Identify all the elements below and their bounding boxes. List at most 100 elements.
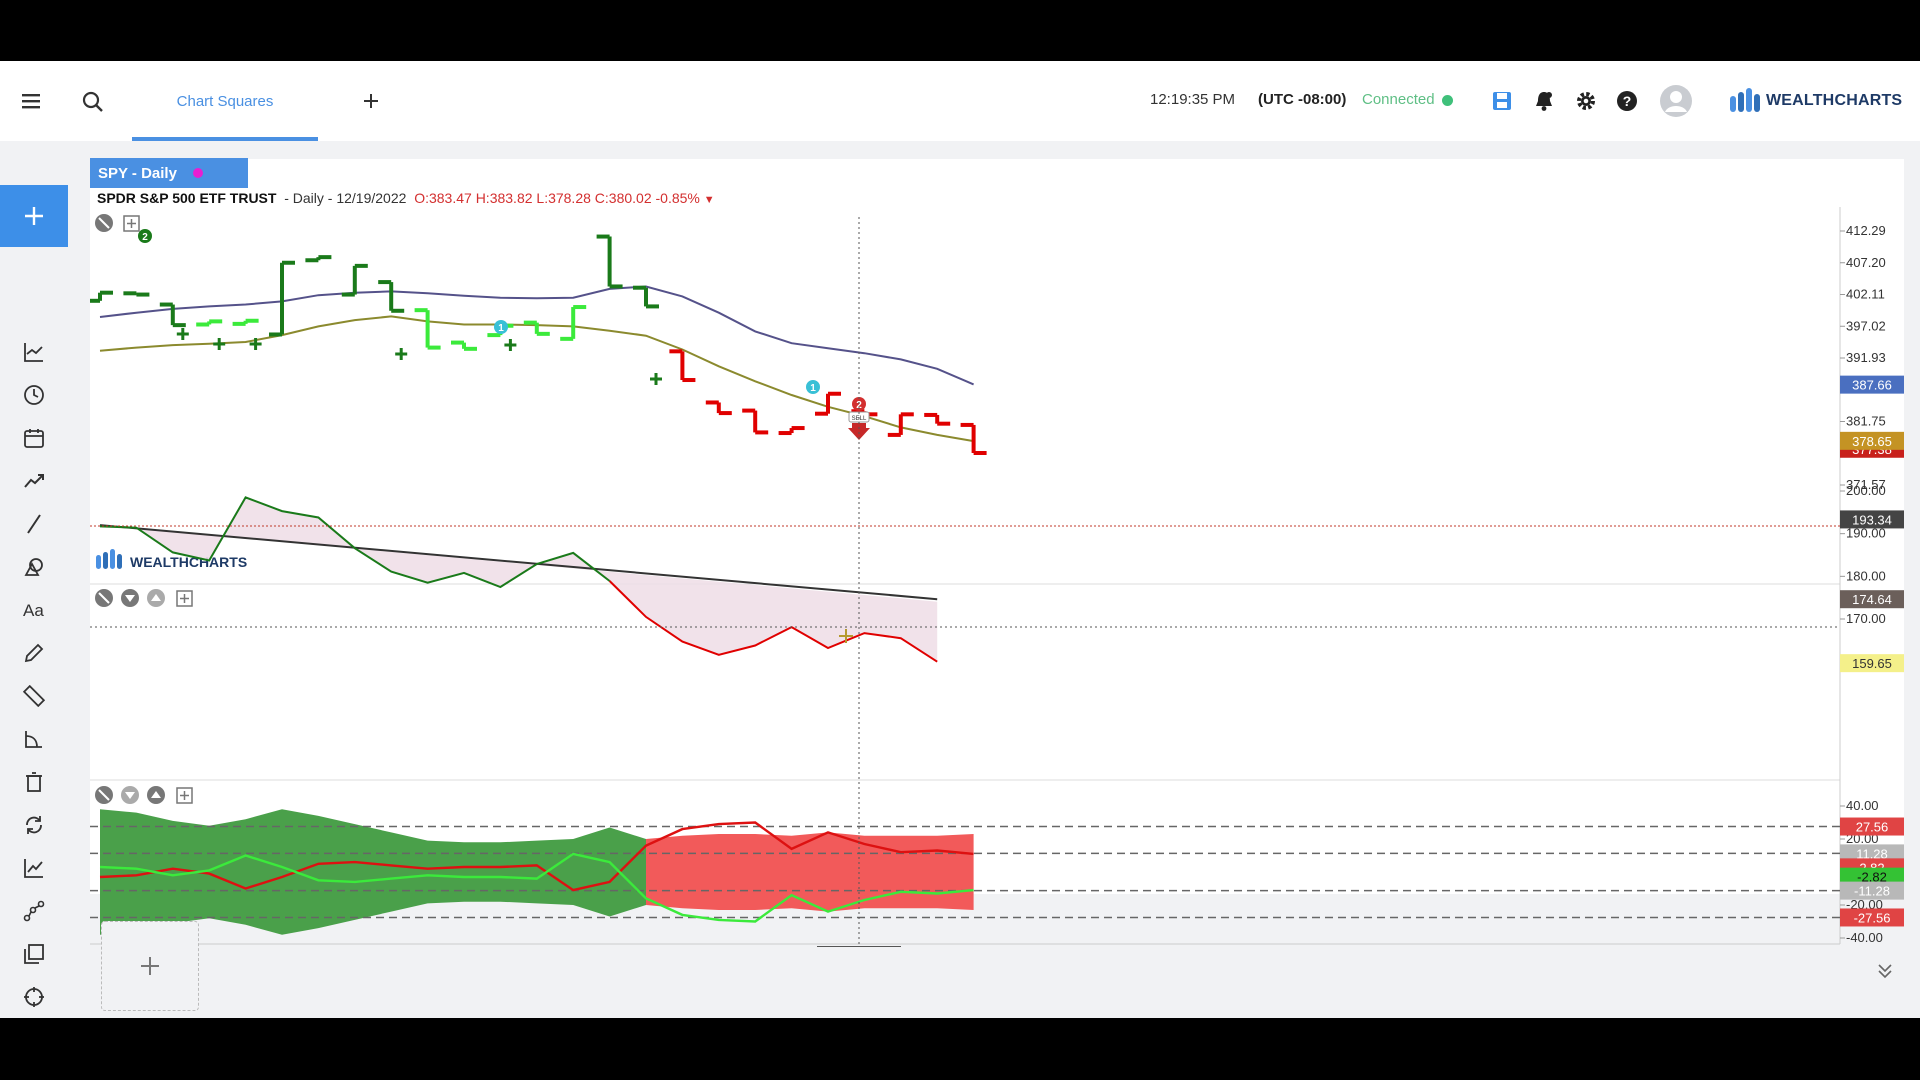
bottom-value-badge: -11.28 xyxy=(1840,881,1904,900)
refresh-icon[interactable] xyxy=(0,804,68,846)
expand-pane-icon[interactable] xyxy=(123,215,140,232)
axes: 412.29 407.20 402.11 397.02 391.93 381.75 371.… xyxy=(817,223,1904,947)
svg-text:27.56: 27.56 xyxy=(1856,820,1889,835)
price-bar xyxy=(123,291,150,297)
down-arrow-icon: ▼ xyxy=(703,194,715,206)
svg-text:Aa: Aa xyxy=(23,601,44,620)
signal-badge[interactable]: 2 xyxy=(138,229,152,243)
wealthcharts-watermark: WEALTHCHARTS xyxy=(96,549,247,570)
trash-icon[interactable] xyxy=(0,761,68,803)
price-bar xyxy=(778,426,805,436)
price-bar xyxy=(159,302,186,328)
ma-blue-line xyxy=(99,285,974,386)
price-y-tick-label: 381.75 xyxy=(1846,414,1886,429)
top-bar: Chart Squares 12:19:35 PM (UTC -08:00) C… xyxy=(0,61,1920,141)
price-y-tick-label: 412.29 xyxy=(1846,223,1886,238)
chart-panel[interactable] xyxy=(90,159,1904,894)
add-tab-icon[interactable] xyxy=(356,85,386,117)
hamburger-icon[interactable] xyxy=(14,85,50,117)
signal-badge[interactable]: 1 xyxy=(806,380,820,394)
price-bar xyxy=(633,285,659,309)
svg-text:1: 1 xyxy=(810,383,816,394)
gear-icon[interactable] xyxy=(1572,87,1600,115)
bottom-indicator xyxy=(90,809,1840,935)
price-bar xyxy=(669,349,696,383)
logo-text: WEALTHCHARTS xyxy=(1766,92,1903,109)
save-icon[interactable] xyxy=(1488,87,1516,115)
price-bar xyxy=(232,318,259,326)
sell-arrow-icon[interactable]: SELL xyxy=(848,411,870,440)
price-bar xyxy=(196,319,223,327)
svg-text:159.65: 159.65 xyxy=(1852,656,1892,671)
baseline-line xyxy=(99,524,938,601)
signal-badge[interactable]: 1 xyxy=(494,320,508,334)
price-bar xyxy=(705,400,732,416)
pencil-icon[interactable] xyxy=(0,632,68,674)
trend-icon[interactable] xyxy=(0,460,68,502)
angle-icon[interactable] xyxy=(0,718,68,760)
network-icon[interactable] xyxy=(0,890,68,932)
bottom-y-tick-label: 40.00 xyxy=(1846,798,1879,813)
mid-indicator xyxy=(99,496,938,663)
add-icon[interactable] xyxy=(0,185,68,247)
line-tool-icon[interactable] xyxy=(0,503,68,545)
plus-marker-icon xyxy=(249,338,262,350)
calendar-icon[interactable] xyxy=(0,417,68,459)
price-bar xyxy=(414,308,441,350)
price-y-tick-label: 407.20 xyxy=(1846,255,1886,270)
bottom-value-badge: 27.56 xyxy=(1840,817,1904,836)
green-oscillator-line xyxy=(99,852,974,923)
mid-y-tick-label: 180.00 xyxy=(1846,568,1886,583)
expand-pane-icon[interactable] xyxy=(176,590,193,607)
price-pane-controls[interactable] xyxy=(95,214,140,232)
text-icon[interactable]: Aa xyxy=(0,589,68,631)
chevron-down-icon[interactable] xyxy=(1870,956,1900,986)
price-bar xyxy=(523,320,550,336)
mid-pane-controls[interactable] xyxy=(95,589,193,607)
price-bar xyxy=(960,422,987,456)
instrument-info: SPDR S&P 500 ETF TRUST - Daily - 12/19/2… xyxy=(97,190,715,206)
clock-time: 12:19:35 PM xyxy=(1150,91,1236,108)
add-chart-button[interactable] xyxy=(101,921,199,1011)
price-bar xyxy=(341,263,368,297)
search-icon[interactable] xyxy=(76,85,110,119)
chart-icon[interactable] xyxy=(0,847,68,889)
help-icon[interactable]: ? xyxy=(1613,87,1641,115)
price-y-tick-label: 391.93 xyxy=(1846,350,1886,365)
connection-status: Connected xyxy=(1362,91,1435,108)
bottom-y-tick-label: -20.00 xyxy=(1846,897,1883,912)
mid-line-up xyxy=(99,496,611,589)
svg-text:378.65: 378.65 xyxy=(1852,434,1892,449)
shapes-icon[interactable] xyxy=(0,546,68,588)
indicators-icon[interactable] xyxy=(0,331,68,373)
bottom-pane-controls[interactable] xyxy=(95,786,193,804)
bell-icon[interactable] xyxy=(1530,87,1558,115)
connection-dot-icon xyxy=(1442,95,1453,106)
tab-chart-squares[interactable]: Chart Squares xyxy=(132,61,318,141)
interval-date: - Daily - 12/19/2022 xyxy=(284,190,407,206)
crosshair-icon[interactable] xyxy=(0,976,68,1018)
price-bar xyxy=(269,260,295,337)
clock-icon[interactable] xyxy=(0,374,68,416)
bullish-envelope xyxy=(100,809,646,935)
svg-text:-2.82: -2.82 xyxy=(1857,870,1887,885)
svg-text:1: 1 xyxy=(498,323,504,334)
wealthcharts-logo-icon xyxy=(1727,85,1763,115)
layers-icon[interactable] xyxy=(0,933,68,975)
mid-y-tick-label: 170.00 xyxy=(1846,611,1886,626)
chart-tab-spy-daily[interactable]: SPY - Daily xyxy=(90,158,248,188)
ma-olive-badge: 378.65 xyxy=(1840,431,1904,450)
expand-pane-icon[interactable] xyxy=(176,787,193,804)
color-dot-icon xyxy=(192,168,203,178)
price-bar xyxy=(596,234,623,289)
svg-text:193.34: 193.34 xyxy=(1852,512,1892,527)
svg-text:?: ? xyxy=(1623,93,1632,109)
price-bar xyxy=(815,391,841,416)
avatar-icon[interactable] xyxy=(1656,81,1696,121)
price-bar xyxy=(560,305,587,341)
chart-canvas[interactable]: WEALTHCHARTS 2112SELL 412.29407.20402.11… xyxy=(90,207,1904,947)
timezone-label[interactable]: (UTC -08:00) xyxy=(1258,91,1347,108)
ruler-icon[interactable] xyxy=(0,675,68,717)
price-y-tick-label: 397.02 xyxy=(1846,318,1886,333)
watermark-text: WEALTHCHARTS xyxy=(130,554,247,570)
